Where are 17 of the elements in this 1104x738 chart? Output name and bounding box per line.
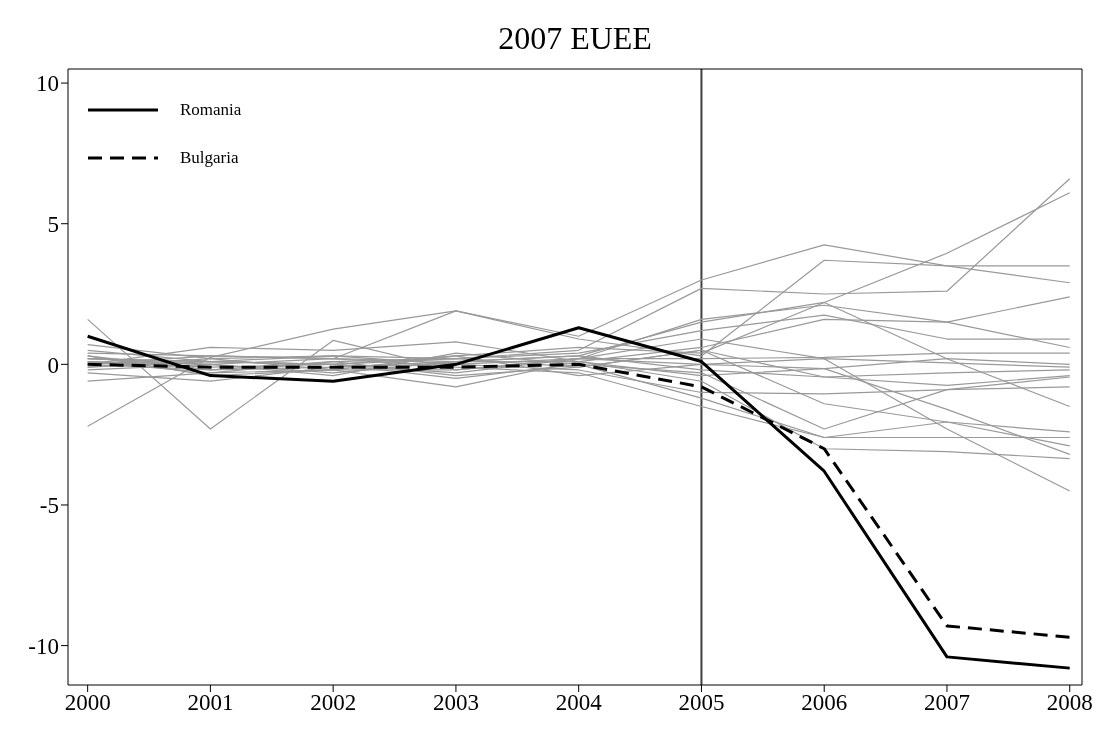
x-tick-label: 2008 (1046, 690, 1093, 716)
legend-label: Romania (180, 100, 242, 120)
y-tick-label: 5 (47, 211, 59, 237)
x-tick-label: 2002 (310, 690, 357, 716)
x-tick-label: 2001 (187, 690, 234, 716)
x-tick-label: 2007 (923, 690, 970, 716)
x-tick-label: 2003 (432, 690, 479, 716)
y-tick-label: 10 (36, 71, 59, 97)
x-tick-label: 2005 (678, 690, 725, 716)
x-tick-label: 2006 (801, 690, 848, 716)
y-tick-label: -10 (28, 633, 59, 659)
x-tick-label: 2004 (555, 690, 603, 716)
chart-title: 2007 EUEE (497, 20, 653, 57)
legend-label: Bulgaria (180, 148, 239, 168)
x-tick-label: 2000 (64, 690, 111, 716)
y-tick-label: 0 (47, 352, 59, 378)
y-tick-label: -5 (39, 493, 59, 519)
